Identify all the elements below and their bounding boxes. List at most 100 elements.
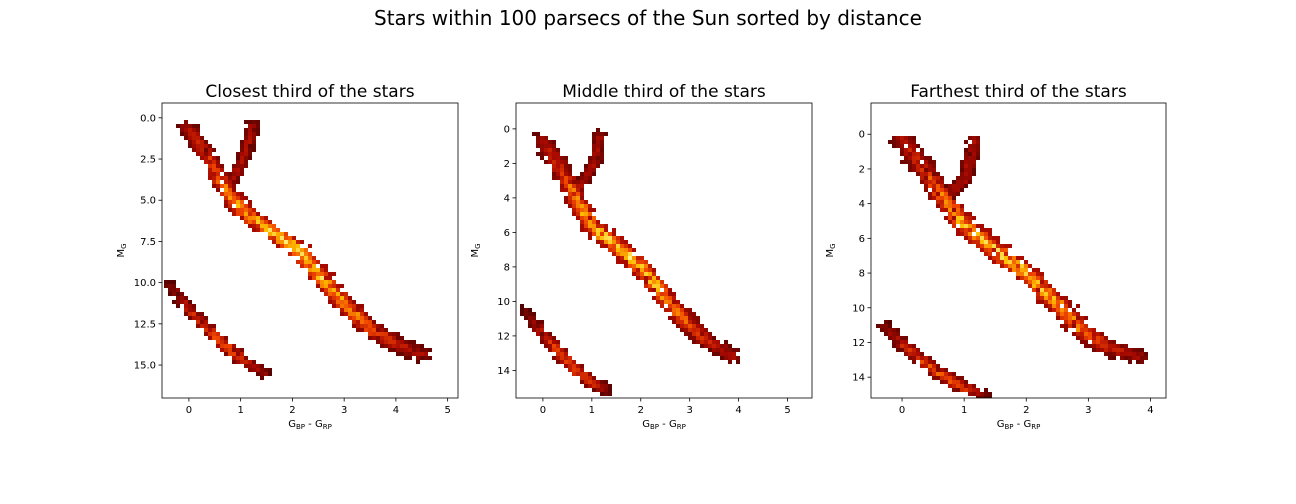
- density-cell: [1000, 252, 1004, 256]
- density-cell: [240, 216, 244, 220]
- density-cell: [208, 332, 212, 336]
- density-cell: [1016, 260, 1020, 264]
- density-cell: [564, 184, 568, 188]
- density-cell: [252, 144, 256, 148]
- density-cell: [952, 184, 956, 188]
- axes-frame: [870, 102, 1167, 399]
- density-cell: [328, 272, 332, 276]
- density-cell: [240, 192, 244, 196]
- density-cell: [628, 256, 632, 260]
- density-cell: [900, 344, 904, 348]
- density-cell: [196, 124, 200, 128]
- density-cell: [968, 144, 972, 148]
- density-cell: [396, 332, 400, 336]
- density-cell: [928, 364, 932, 368]
- density-cell: [276, 244, 280, 248]
- density-cell: [600, 136, 604, 140]
- density-cell: [1080, 332, 1084, 336]
- density-cell: [428, 356, 432, 360]
- density-cell: [576, 372, 580, 376]
- density-cell: [564, 176, 568, 180]
- density-cell: [596, 132, 600, 136]
- density-cell: [564, 364, 568, 368]
- density-cell: [216, 344, 220, 348]
- density-cell: [540, 340, 544, 344]
- density-cell: [240, 148, 244, 152]
- density-cell: [600, 140, 604, 144]
- density-cell: [948, 220, 952, 224]
- density-cell: [252, 220, 256, 224]
- density-cell: [300, 256, 304, 260]
- density-cell: [376, 336, 380, 340]
- density-cell: [420, 344, 424, 348]
- density-cell: [688, 316, 692, 320]
- density-cell: [644, 276, 648, 280]
- density-cell: [912, 360, 916, 364]
- density-cell: [272, 228, 276, 232]
- density-cell: [564, 356, 568, 360]
- density-cell: [924, 160, 928, 164]
- density-cell: [1032, 280, 1036, 284]
- density-cell: [936, 192, 940, 196]
- density-cell: [676, 300, 680, 304]
- density-cell: [1104, 344, 1108, 348]
- density-cell: [292, 236, 296, 240]
- density-cell: [936, 180, 940, 184]
- density-cell: [724, 340, 728, 344]
- density-cell: [1040, 272, 1044, 276]
- x-tick-label: 2: [289, 405, 295, 416]
- density-cell: [536, 324, 540, 328]
- density-cell: [376, 328, 380, 332]
- density-cell: [1068, 300, 1072, 304]
- density-cell: [1028, 280, 1032, 284]
- density-cell: [920, 356, 924, 360]
- density-cell: [1084, 336, 1088, 340]
- density-cell: [904, 152, 908, 156]
- density-cell: [220, 164, 224, 168]
- density-cell: [1036, 284, 1040, 288]
- density-cell: [604, 236, 608, 240]
- density-cell: [544, 340, 548, 344]
- density-cell: [580, 200, 584, 204]
- x-tick-label: 5: [444, 405, 450, 416]
- density-cell: [952, 196, 956, 200]
- density-cell: [396, 352, 400, 356]
- x-tick-label: 0: [899, 405, 905, 416]
- density-cell: [928, 156, 932, 160]
- density-cell: [264, 228, 268, 232]
- y-tick-label: 12: [497, 331, 510, 342]
- density-cell: [556, 344, 560, 348]
- density-cell: [924, 364, 928, 368]
- density-cell: [1048, 284, 1052, 288]
- density-cell: [568, 164, 572, 168]
- density-cell: [712, 344, 716, 348]
- density-cell: [724, 356, 728, 360]
- density-cell: [600, 156, 604, 160]
- density-cell: [892, 328, 896, 332]
- density-cell: [556, 148, 560, 152]
- density-cell: [204, 140, 208, 144]
- density-cell: [1072, 320, 1076, 324]
- density-cell: [732, 356, 736, 360]
- density-cell: [584, 224, 588, 228]
- density-cell: [212, 148, 216, 152]
- density-cell: [244, 208, 248, 212]
- density-cell: [196, 152, 200, 156]
- density-cell: [1012, 260, 1016, 264]
- density-cell: [576, 216, 580, 220]
- density-cell: [556, 160, 560, 164]
- density-cell: [216, 176, 220, 180]
- density-cell: [264, 224, 268, 228]
- density-cell: [724, 344, 728, 348]
- density-cell: [300, 260, 304, 264]
- density-cell: [380, 324, 384, 328]
- density-cell: [600, 236, 604, 240]
- density-cell: [196, 132, 200, 136]
- density-cell: [564, 352, 568, 356]
- density-cell: [264, 372, 268, 376]
- density-cell: [280, 240, 284, 244]
- density-cell: [268, 228, 272, 232]
- density-cell: [988, 228, 992, 232]
- density-cell: [384, 340, 388, 344]
- density-cell: [604, 388, 608, 392]
